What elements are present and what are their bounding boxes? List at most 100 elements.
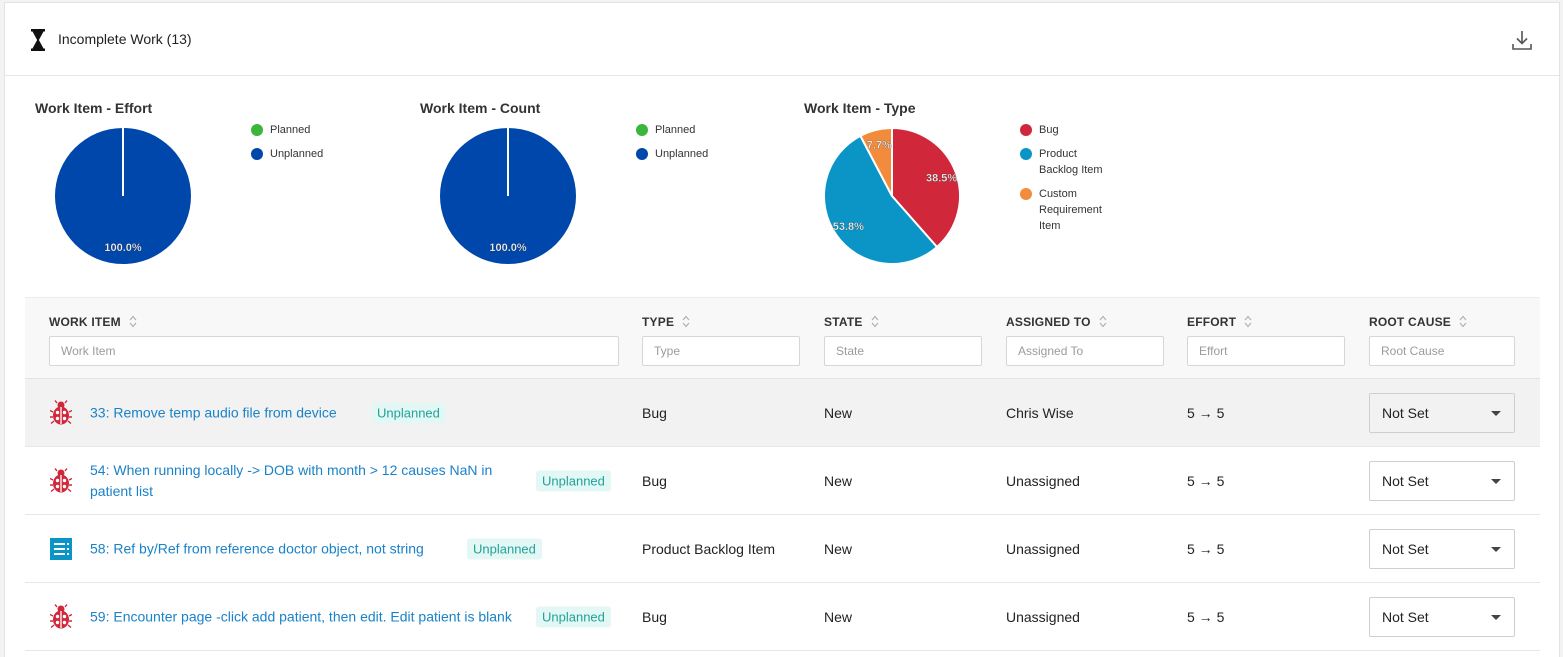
work-item-link[interactable]: 33: Remove temp audio file from device <box>90 404 337 420</box>
effort-pie: 100.0% <box>55 128 191 264</box>
legend-swatch <box>1020 188 1032 200</box>
root-cause-value: Not Set <box>1382 540 1429 557</box>
count-chart: Work Item - Count 100.0% Planned Unplanne… <box>420 100 780 275</box>
panel-header: Incomplete Work (13) <box>5 3 1559 76</box>
count-pie: 100.0% <box>440 128 576 264</box>
root-cause-select[interactable]: Not Set <box>1369 460 1515 501</box>
column-header-root-cause[interactable]: ROOT CAUSE <box>1369 315 1467 329</box>
type-filter[interactable] <box>642 336 800 366</box>
assigned-to-cell: Chris Wise <box>1006 404 1074 421</box>
pie-data-label: 53.8% <box>833 221 864 233</box>
table-row[interactable]: 54: When running locally -> DOB with mon… <box>25 447 1540 515</box>
work-item-link[interactable]: 59: Encounter page -click add patient, t… <box>90 608 512 624</box>
effort-cell: 5 → 5 <box>1187 404 1225 421</box>
caret-down-icon <box>1491 614 1501 620</box>
type-chart: Work Item - Type 38.5% 53.8% 7.7% Bug Produ… <box>804 100 1164 275</box>
table-row[interactable]: 33: Remove temp audio file from device U… <box>25 379 1540 447</box>
legend-label: Product Backlog Item <box>1039 148 1103 176</box>
root-cause-value: Not Set <box>1382 404 1429 421</box>
legend-label: Planned <box>270 124 311 136</box>
status-badge: Unplanned <box>536 606 611 627</box>
legend-label: Planned <box>655 124 696 136</box>
state-cell: New <box>824 540 853 557</box>
hourglass-icon <box>31 29 45 51</box>
type-legend: Bug Product Backlog Item Custom Requiremen… <box>1020 122 1119 242</box>
legend-item-unplanned[interactable]: Unplanned <box>636 146 735 162</box>
assigned-to-cell: Unassigned <box>1006 472 1080 489</box>
effort-filter[interactable] <box>1187 336 1345 366</box>
column-header-effort[interactable]: EFFORT <box>1187 315 1252 329</box>
bug-icon <box>50 467 72 493</box>
pie-slice-bug <box>891 126 961 249</box>
legend-item-bug[interactable]: Bug <box>1020 122 1119 138</box>
legend-item-planned[interactable]: Planned <box>251 122 350 138</box>
legend-swatch <box>1020 148 1032 160</box>
sort-icon <box>129 315 137 328</box>
root-cause-select[interactable]: Not Set <box>1369 392 1515 433</box>
effort-legend: Planned Unplanned <box>251 122 350 170</box>
pie-data-label: 38.5% <box>926 172 957 184</box>
effort-cell: 5 → 5 <box>1187 540 1225 557</box>
column-header-state[interactable]: STATE <box>824 315 879 329</box>
legend-item-planned[interactable]: Planned <box>636 122 735 138</box>
column-header-assigned-to[interactable]: ASSIGNED TO <box>1006 315 1107 329</box>
chart-title: Work Item - Count <box>420 100 541 116</box>
legend-item-product-backlog-item[interactable]: Product Backlog Item <box>1020 146 1119 178</box>
column-header-work-item[interactable]: WORK ITEM <box>49 315 137 329</box>
legend-swatch <box>251 124 263 136</box>
caret-down-icon <box>1491 410 1501 416</box>
assigned-to-filter[interactable] <box>1006 336 1164 366</box>
work-item-link[interactable]: 58: Ref by/Ref from reference doctor obj… <box>90 540 424 556</box>
legend-item-unplanned[interactable]: Unplanned <box>251 146 350 162</box>
legend-swatch <box>636 148 648 160</box>
work-item-link[interactable]: 54: When running locally -> DOB with mon… <box>90 461 493 499</box>
legend-label: Unplanned <box>655 148 709 160</box>
pie-data-label: 7.7% <box>867 140 892 152</box>
work-items-table: WORK ITEM TYPE STATE ASSIGNED TO EFFORT … <box>25 297 1540 651</box>
sort-icon <box>871 315 879 328</box>
status-badge: Unplanned <box>536 470 611 491</box>
work-item-filter[interactable] <box>49 336 619 366</box>
type-cell: Bug <box>642 608 667 625</box>
legend-item-custom-requirement-item[interactable]: Custom Requirement Item <box>1020 186 1119 234</box>
legend-swatch <box>251 148 263 160</box>
root-cause-filter[interactable] <box>1369 336 1515 366</box>
pie-slice-product-backlog-item <box>823 134 939 265</box>
state-cell: New <box>824 608 853 625</box>
status-badge: Unplanned <box>371 402 446 423</box>
chart-title: Work Item - Type <box>804 100 916 116</box>
sort-icon <box>1459 315 1467 328</box>
pie-data-label: 100.0% <box>489 242 527 254</box>
assigned-to-cell: Unassigned <box>1006 540 1080 557</box>
root-cause-select[interactable]: Not Set <box>1369 596 1515 637</box>
legend-label: Custom Requirement Item <box>1039 188 1102 232</box>
legend-label: Unplanned <box>270 148 324 160</box>
download-icon[interactable] <box>1511 29 1533 51</box>
column-header-type[interactable]: TYPE <box>642 315 690 329</box>
type-cell: Bug <box>642 472 667 489</box>
sort-icon <box>1244 315 1252 328</box>
legend-swatch <box>1020 124 1032 136</box>
legend-swatch <box>636 124 648 136</box>
pie-data-label: 100.0% <box>104 242 142 254</box>
bug-icon <box>50 399 72 425</box>
type-cell: Product Backlog Item <box>642 540 776 557</box>
pie-slice-custom-requirement-item <box>859 126 893 197</box>
count-legend: Planned Unplanned <box>636 122 735 170</box>
sort-icon <box>1099 315 1107 328</box>
table-row[interactable]: 58: Ref by/Ref from reference doctor obj… <box>25 515 1540 583</box>
effort-cell: 5 → 5 <box>1187 472 1225 489</box>
legend-label: Bug <box>1039 124 1059 136</box>
root-cause-value: Not Set <box>1382 608 1429 625</box>
incomplete-work-panel: Incomplete Work (13) Work Item - Effort … <box>4 2 1560 657</box>
backlog-item-icon <box>50 537 72 560</box>
sort-icon <box>682 315 690 328</box>
state-cell: New <box>824 404 853 421</box>
chart-title: Work Item - Effort <box>35 100 153 116</box>
assigned-to-cell: Unassigned <box>1006 608 1080 625</box>
type-cell: Bug <box>642 404 667 421</box>
bug-icon <box>50 603 72 629</box>
state-filter[interactable] <box>824 336 982 366</box>
root-cause-select[interactable]: Not Set <box>1369 528 1515 569</box>
table-row[interactable]: 59: Encounter page -click add patient, t… <box>25 583 1540 651</box>
